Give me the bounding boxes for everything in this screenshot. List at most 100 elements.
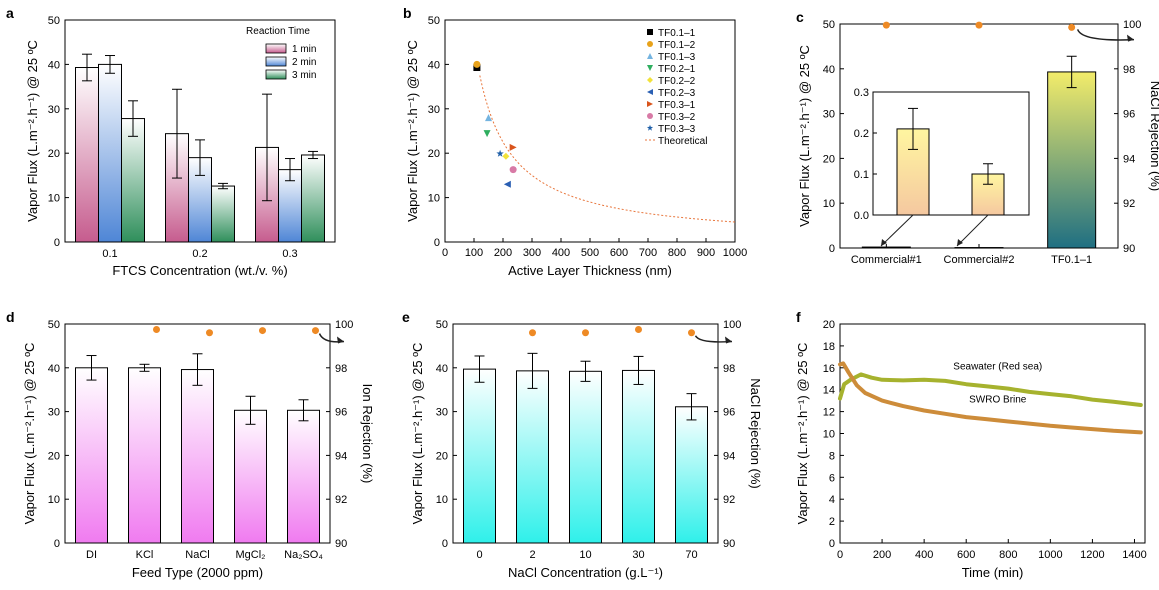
bar: [75, 67, 99, 243]
x-tick-label: 200: [494, 247, 512, 259]
y-tick-label: 12: [823, 407, 835, 419]
x-tick-label: Na₂SO₄: [284, 549, 323, 561]
data-point: [646, 124, 654, 131]
y-tick-label: 40: [823, 64, 835, 76]
legend-swatch: [265, 69, 287, 80]
panel-label: e: [402, 309, 410, 325]
data-point: [647, 41, 653, 47]
rejection-point: [206, 329, 213, 337]
x-tick-label: 600: [610, 247, 628, 259]
plot-frame: [839, 323, 1146, 544]
panel-e: e 0 10 20 30 40 50 90 92 94 96 98 100 0 2 10 30 70 NaCl Co…: [402, 309, 763, 580]
rejection-point: [582, 329, 589, 337]
panel-label: a: [6, 5, 14, 21]
y-tick-label: 20: [428, 148, 440, 160]
legend-label: TF0.1–2: [658, 40, 696, 51]
inset-pointer: [956, 214, 989, 247]
data-point: [647, 77, 653, 83]
y-axis-label: Vapor Flux (L.m⁻².h⁻¹) @ 25 ºC: [795, 343, 810, 525]
data-point: [503, 180, 511, 188]
x-tick-label: 10: [579, 549, 591, 561]
legend-swatch: [265, 56, 287, 67]
y-tick-label: 8: [829, 450, 835, 462]
y2-tick-label: 92: [335, 494, 347, 506]
x-tick-label: 0.3: [282, 248, 297, 260]
y2-tick-label: 94: [1123, 153, 1135, 165]
data-point: [509, 166, 517, 174]
panel-a: a 0 10 20 30 40 50 0.1 0.2 0.3 FTCS Concentration …: [6, 5, 336, 278]
y-tick-label: 20: [48, 148, 60, 160]
legend-label: Theoretical: [658, 136, 707, 147]
y-axis-label: Vapor Flux (L.m⁻².h⁻¹) @ 25 ºC: [25, 40, 40, 222]
data-point: [509, 143, 517, 151]
y-axis-label: Vapor Flux (L.m⁻².h⁻¹) @ 25 ºC: [410, 343, 425, 525]
y2-tick-label: 96: [723, 407, 735, 419]
y2-tick-label: 92: [723, 494, 735, 506]
legend-swatch: [265, 43, 287, 54]
x-tick-label: 800: [999, 549, 1017, 561]
y2-tick-label: 100: [335, 319, 353, 331]
series-line: [838, 361, 1143, 435]
x-tick-label: 70: [685, 549, 697, 561]
x-tick-label: 600: [957, 549, 975, 561]
x-tick-label: 900: [697, 247, 715, 259]
data-point: [647, 89, 653, 95]
y-tick-label: 2: [829, 516, 835, 528]
y-tick-label: 16: [823, 363, 835, 375]
y2-tick-label: 96: [335, 407, 347, 419]
theoretical-curve: [479, 75, 736, 223]
y2-axis-label: NaCl Rejection (%): [748, 378, 763, 489]
bar: [128, 367, 161, 544]
x-tick-label: 100: [465, 247, 483, 259]
y-tick-label: 50: [48, 15, 60, 27]
legend-label: TF0.3–2: [658, 112, 696, 123]
series-label: Seawater (Red sea): [953, 361, 1042, 372]
y-tick-label: 20: [48, 450, 60, 462]
data-point: [647, 53, 653, 59]
y-tick-label: 30: [823, 109, 835, 121]
x-tick-label: 500: [581, 247, 599, 259]
y2-tick-label: 90: [723, 538, 735, 550]
y-tick-label: 14: [823, 385, 835, 397]
y2-tick-label: 98: [335, 363, 347, 375]
inset-y-tick-label: 0.0: [854, 210, 869, 222]
y2-tick-label: 92: [1123, 198, 1135, 210]
data-point: [496, 149, 504, 157]
x-tick-label: 2: [529, 549, 535, 561]
bar: [234, 409, 267, 544]
panel-d: d 0 10 20 30 40 50 90 92 94 96 98 100 DI KCl NaCl MgCl₂ N…: [6, 309, 375, 580]
y-axis-label: Vapor Flux (L.m⁻².h⁻¹) @ 25 ºC: [22, 343, 37, 525]
y2-axis-label: NaCl Rejection (%): [1148, 81, 1159, 192]
y2-tick-label: 98: [1123, 64, 1135, 76]
x-axis-label: NaCl Concentration (g.L⁻¹): [508, 565, 663, 580]
x-tick-label: 0.2: [192, 248, 207, 260]
bar: [675, 406, 708, 544]
rejection-point: [635, 325, 642, 333]
legend-label: 3 min: [292, 70, 316, 81]
y-tick-label: 30: [48, 407, 60, 419]
panel-label: c: [796, 9, 804, 25]
y-tick-label: 4: [829, 494, 835, 506]
x-tick-label: 800: [668, 247, 686, 259]
y-tick-label: 30: [428, 104, 440, 116]
y2-tick-label: 90: [335, 538, 347, 550]
y-tick-label: 10: [48, 193, 60, 205]
bar: [98, 63, 122, 243]
panel-label: f: [796, 309, 801, 325]
panel-label: b: [403, 5, 412, 21]
x-axis-label: Feed Type (2000 ppm): [132, 565, 263, 580]
x-tick-label: 400: [915, 549, 933, 561]
y-tick-label: 30: [48, 104, 60, 116]
y2-tick-label: 90: [1123, 243, 1135, 255]
inset-pointer: [880, 214, 914, 247]
inset-frame: [872, 91, 1030, 216]
bar: [181, 369, 214, 544]
bar: [121, 118, 145, 243]
y2-axis-label: Ion Rejection (%): [360, 384, 375, 484]
x-tick-label: 30: [632, 549, 644, 561]
x-tick-label: MgCl₂: [236, 549, 266, 561]
y-tick-label: 20: [436, 450, 448, 462]
x-axis-label: FTCS Concentration (wt./v. %): [112, 263, 287, 278]
y-tick-label: 50: [436, 319, 448, 331]
